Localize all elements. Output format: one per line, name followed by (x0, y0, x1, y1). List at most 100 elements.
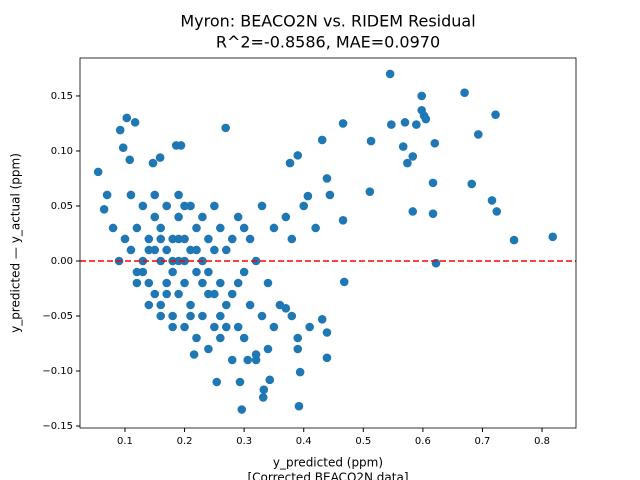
data-point (221, 245, 231, 255)
data-point (176, 141, 186, 150)
data-point (150, 245, 160, 255)
data-point (156, 311, 166, 321)
data-point (162, 245, 171, 255)
data-point (430, 138, 440, 148)
data-point (155, 153, 165, 162)
data-point (221, 300, 231, 310)
data-point (322, 174, 332, 183)
data-point (548, 232, 558, 242)
data-point (186, 311, 195, 321)
data-point (227, 234, 237, 244)
data-point (204, 344, 213, 354)
data-point (293, 333, 303, 343)
data-point (115, 125, 125, 135)
data-point (102, 190, 112, 200)
data-point (132, 223, 142, 233)
data-point (467, 179, 477, 189)
data-point (293, 151, 303, 160)
data-point (108, 223, 118, 233)
data-point (431, 258, 441, 268)
x-tick-label: 0.1 (117, 436, 133, 447)
data-point (168, 267, 177, 277)
data-point (237, 405, 247, 414)
data-point (174, 234, 183, 244)
data-point (138, 256, 148, 266)
x-tick-label: 0.5 (355, 436, 371, 447)
data-point (473, 130, 483, 139)
data-point (385, 69, 395, 79)
data-point (216, 311, 225, 321)
data-point (366, 136, 376, 146)
data-point (269, 223, 279, 233)
data-point (186, 201, 195, 211)
data-point (144, 278, 154, 288)
data-point (216, 278, 225, 288)
data-point (210, 201, 219, 211)
data-point (492, 207, 502, 216)
data-point (189, 350, 199, 359)
data-point (180, 278, 189, 288)
x-tick-label: 0.4 (296, 436, 312, 447)
data-point (204, 234, 213, 244)
data-point (168, 322, 177, 332)
data-point (150, 190, 160, 200)
y-tick-label: −0.15 (42, 421, 73, 432)
data-point (317, 314, 327, 324)
data-point (126, 245, 136, 255)
y-tick-label: −0.10 (42, 366, 73, 377)
x-tick-label: 0.6 (415, 436, 431, 447)
chart-title: Myron: BEACO2N vs. RIDEM Residual (180, 12, 475, 31)
x-axis-label: y_predicted (ppm) (273, 456, 383, 470)
y-tick-label: −0.05 (42, 311, 73, 322)
data-point (338, 119, 348, 128)
data-point (221, 123, 230, 133)
data-point (212, 377, 222, 387)
data-point (269, 322, 279, 332)
data-point (180, 201, 189, 211)
data-point (487, 196, 497, 205)
data-point (138, 201, 148, 211)
data-point (305, 322, 314, 332)
data-point (403, 158, 412, 168)
data-point (417, 105, 426, 115)
data-point (239, 333, 249, 343)
data-point (281, 212, 291, 222)
data-point (258, 393, 268, 402)
data-point (132, 267, 142, 277)
chart-subtitle: R^2=-0.8586, MAE=0.0970 (216, 33, 440, 52)
data-point (275, 300, 285, 310)
data-point (491, 110, 500, 119)
data-point (174, 289, 183, 299)
data-point (227, 355, 237, 365)
data-point (144, 234, 154, 244)
data-point (125, 155, 135, 165)
data-point (138, 267, 148, 277)
data-point (99, 204, 109, 214)
x-axis-label: [Corrected BEACO2N data] (247, 471, 408, 480)
data-point (233, 212, 243, 222)
data-point (295, 367, 305, 377)
data-point (192, 267, 201, 277)
data-point (421, 114, 431, 124)
x-tick-label: 0.3 (236, 436, 252, 447)
data-point (93, 167, 103, 177)
data-point (150, 289, 160, 299)
data-point (235, 377, 245, 387)
data-point (156, 223, 166, 233)
data-point (263, 278, 273, 288)
data-point (174, 212, 183, 222)
data-point (126, 190, 136, 200)
data-point (251, 355, 261, 365)
y-tick-label: 0.10 (51, 146, 73, 157)
data-point (239, 267, 249, 277)
data-point (150, 212, 160, 222)
data-point (130, 118, 140, 127)
data-point (216, 333, 225, 343)
data-point (122, 113, 132, 123)
data-point (132, 278, 142, 288)
data-point (168, 234, 177, 244)
data-point (417, 91, 426, 101)
data-point (428, 178, 438, 188)
y-tick-label: 0.15 (51, 91, 73, 102)
data-point (285, 158, 295, 168)
